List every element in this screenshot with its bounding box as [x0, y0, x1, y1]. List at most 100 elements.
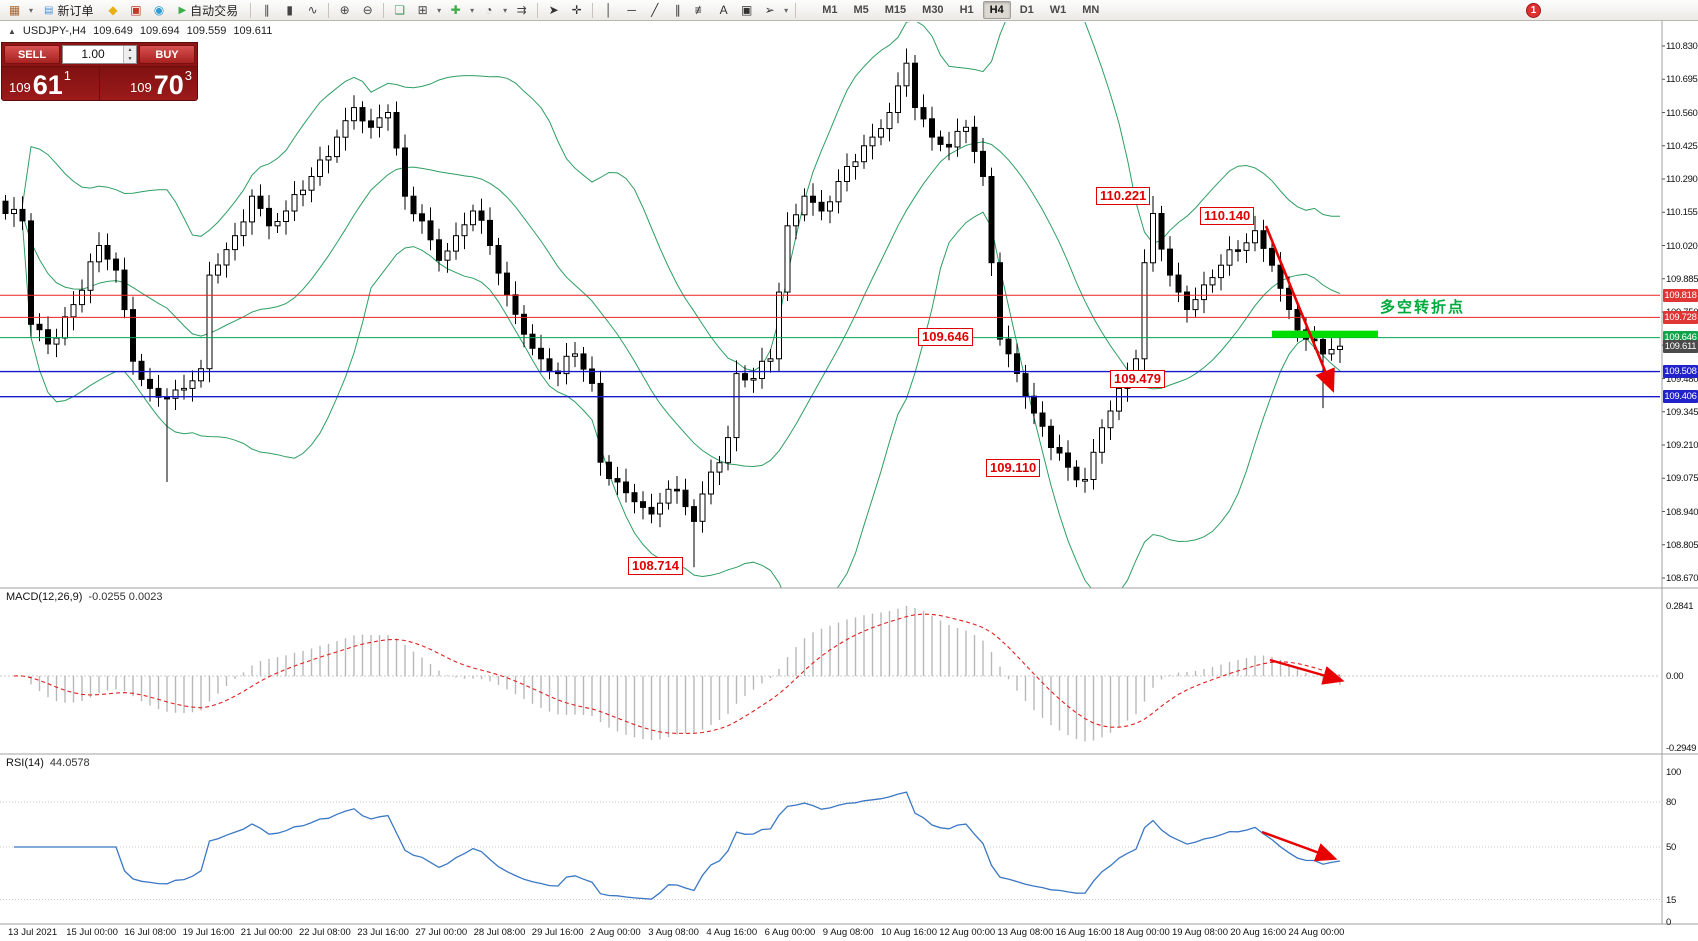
macd-signal-line: [13, 613, 1341, 734]
text-icon[interactable]: A: [719, 3, 728, 17]
timeframe-m30[interactable]: M30: [922, 4, 944, 16]
timeframe-w1[interactable]: W1: [1049, 4, 1067, 16]
tile-windows-icon[interactable]: ❏: [394, 3, 406, 17]
ohlc-high: 109.694: [139, 25, 180, 37]
price-callout-109.110[interactable]: 109.110: [986, 459, 1041, 478]
line-chart-icon[interactable]: ∿: [307, 3, 318, 17]
volume-value[interactable]: 1.00: [81, 47, 105, 61]
timeframe-m1[interactable]: M1: [822, 4, 838, 16]
autotrade-button-icon: ▶: [178, 4, 187, 16]
vertical-line-icon[interactable]: │: [604, 3, 613, 17]
indicators-icon[interactable]: ✚: [450, 3, 461, 17]
price-chart-panel[interactable]: [0, 0, 1660, 618]
market-icon[interactable]: ▣: [130, 3, 142, 17]
fibonacci-icon[interactable]: ≢: [694, 3, 707, 17]
price-callout-110.221[interactable]: 110.221: [1096, 186, 1151, 205]
macd-name: MACD(12,26,9): [6, 591, 83, 603]
macd-values: -0.0255 0.0023: [88, 591, 163, 603]
symbol-info: ▲ USDJPY-,H4 109.649 109.694 109.559 109…: [8, 25, 272, 37]
bollinger-upper-band: [22, 22, 1340, 372]
macd-panel[interactable]: [0, 606, 1660, 742]
toolbar-separator: [383, 2, 385, 18]
trade-quotes-row: 109 61 1 109 70 3: [2, 66, 197, 100]
timeframe-h1[interactable]: H1: [959, 4, 974, 16]
trend-arrow-macd[interactable]: [1269, 658, 1345, 685]
timeframe-d1[interactable]: D1: [1019, 4, 1034, 16]
toolbar-separator: [328, 2, 330, 18]
horizontal-line-icon[interactable]: ─: [627, 3, 636, 17]
metaeditor-icon[interactable]: ◆: [108, 3, 118, 17]
arrows-caret[interactable]: ▾: [784, 5, 789, 15]
sell-price-big: 61: [32, 70, 63, 100]
rsi-value: 44.0578: [49, 757, 90, 769]
autotrade-button[interactable]: ▶ 自动交易: [170, 0, 246, 20]
ohlc-bars-icon[interactable]: ∥: [263, 3, 270, 17]
timeframe-m5[interactable]: M5: [853, 4, 869, 16]
clock-caret[interactable]: ▾: [503, 5, 508, 15]
trend-arrow-rsi[interactable]: [1261, 830, 1338, 862]
sell-quote[interactable]: 109 61 1: [2, 67, 99, 100]
trend-arrow-main[interactable]: [1264, 225, 1335, 393]
rsi-name: RSI(14): [6, 757, 44, 769]
buy-quote[interactable]: 109 70 3: [99, 67, 197, 100]
candlestick-icon[interactable]: ▮: [286, 3, 293, 17]
windows-caret[interactable]: ▾: [437, 5, 442, 15]
main-toolbar: ▦ ▾ ▤ 新订单 ◆ ▣ ◉ ▶ 自动交易 ∥ ▮ ∿ ⊕ ⊖ ❏ ⊞ ▾ ✚ ▾ ◔ ▾ ⇉ ➤ ✛ │ ─ ╱ ∥ ≢ A ▣ ➢ ▾ M…: [0, 0, 1698, 21]
trade-controls-row: SELL 1.00 ▲ ▼ BUY: [2, 43, 197, 66]
notification-badge[interactable]: 1: [1526, 3, 1541, 18]
rsi-panel[interactable]: [0, 791, 1660, 900]
rsi-line: [14, 791, 1341, 900]
crosshair-icon[interactable]: ✛: [571, 3, 582, 17]
cursor-icon[interactable]: ➤: [548, 3, 559, 17]
timeframe-group: M1 M5 M15 M30 H1 H4 D1 W1 MN: [814, 0, 1107, 20]
toolbar-items: ▦ ▾ ▤ 新订单 ◆ ▣ ◉ ▶ 自动交易 ∥ ▮ ∿ ⊕ ⊖ ❏ ⊞ ▾ ✚ ▾ ◔ ▾ ⇉ ➤ ✛ │ ─ ╱ ∥ ≢ A ▣ ➢ ▾: [3, 0, 800, 20]
buy-button[interactable]: BUY: [139, 45, 195, 64]
one-click-trading-panel: SELL 1.00 ▲ ▼ BUY 109 61 1 109 70 3: [1, 42, 198, 101]
turning-point-highlight[interactable]: [1272, 330, 1378, 338]
buy-price-big: 70: [153, 70, 184, 100]
timeframes-clock-icon[interactable]: ◔: [485, 3, 493, 17]
toolbar-separator: [592, 2, 594, 18]
text-label-icon[interactable]: ▣: [741, 3, 753, 17]
volume-input[interactable]: 1.00 ▲ ▼: [62, 45, 137, 64]
channel-icon[interactable]: ∥: [674, 3, 681, 17]
price-callout-110.140[interactable]: 110.140: [1200, 206, 1255, 225]
signals-icon[interactable]: ◉: [153, 3, 165, 17]
chart-window-icon[interactable]: ▦: [8, 3, 21, 17]
arrows-tool-icon[interactable]: ➢: [764, 3, 775, 17]
ohlc-open: 109.649: [93, 25, 133, 37]
new-order-button-icon: ▤: [44, 4, 54, 16]
ohlc-low: 109.559: [186, 25, 227, 37]
zoom-in-icon[interactable]: ⊕: [339, 3, 350, 17]
toolbar-separator: [537, 2, 539, 18]
chart-shift-icon[interactable]: ⇉: [516, 3, 527, 17]
volume-stepper: ▲ ▼: [123, 46, 136, 63]
rsi-label: RSI(14) 44.0578: [6, 757, 90, 769]
timeframe-mn[interactable]: MN: [1082, 4, 1100, 16]
buy-price-main: 109: [130, 80, 152, 95]
timeframe-m15[interactable]: M15: [884, 4, 907, 16]
price-callout-108.714[interactable]: 108.714: [628, 556, 683, 575]
indicators-caret[interactable]: ▾: [470, 5, 475, 15]
buy-price-sup: 3: [184, 68, 192, 83]
volume-up-button[interactable]: ▲: [124, 46, 136, 55]
symbol-name: USDJPY-,H4: [22, 25, 87, 37]
toolbar-separator: [250, 2, 252, 18]
trendline-icon[interactable]: ╱: [651, 3, 659, 17]
zoom-out-icon[interactable]: ⊖: [362, 3, 373, 17]
volume-down-button[interactable]: ▼: [124, 54, 136, 63]
sell-price-main: 109: [9, 80, 31, 95]
price-callout-109.479[interactable]: 109.479: [1110, 369, 1165, 388]
timeframe-h4[interactable]: H4: [982, 1, 1011, 19]
new-order-button[interactable]: ▤ 新订单: [36, 0, 101, 20]
sell-price-sup: 1: [63, 68, 71, 83]
ohlc-close: 109.611: [233, 25, 273, 37]
sell-button[interactable]: SELL: [4, 45, 60, 64]
chart-window-caret[interactable]: ▾: [28, 5, 33, 15]
price-callout-109.646[interactable]: 109.646: [918, 327, 973, 346]
cascade-windows-icon[interactable]: ⊞: [417, 3, 428, 17]
turning-point-annotation: 多空转折点: [1380, 299, 1466, 316]
toolbar-separator: [795, 2, 797, 18]
